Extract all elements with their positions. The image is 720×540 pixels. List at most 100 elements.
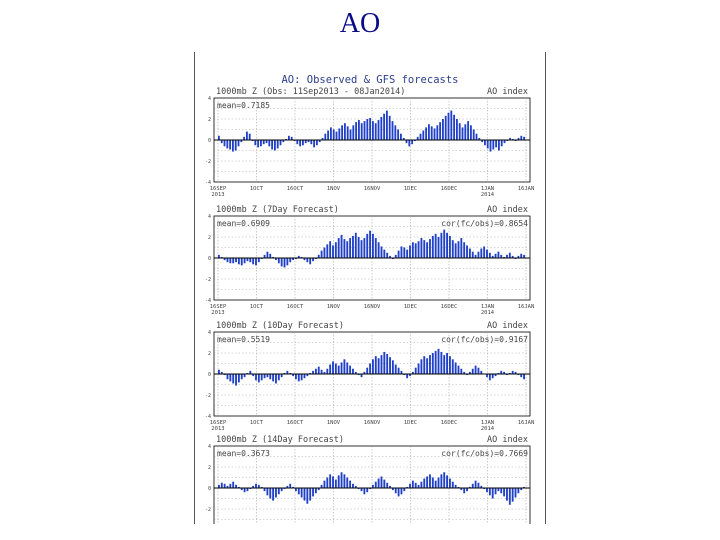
ao-bar	[329, 364, 332, 374]
ao-bar	[269, 253, 272, 258]
ao-bar	[403, 374, 406, 376]
figure-border-left	[194, 52, 195, 524]
ao-bar	[458, 123, 461, 140]
ao-bar	[248, 133, 251, 140]
ao-bar	[454, 484, 457, 488]
ao-bar	[257, 484, 260, 488]
ao-bar	[243, 488, 246, 493]
ao-bar	[486, 374, 488, 378]
ao-bar	[272, 256, 275, 258]
ao-bar	[275, 258, 277, 261]
y-tick-label: -2	[205, 159, 211, 165]
ao-bar	[369, 363, 372, 374]
ao-bar	[411, 480, 414, 488]
ao-bar	[439, 122, 442, 140]
y-tick-label: -2	[205, 277, 211, 283]
ao-bar	[460, 368, 463, 374]
ao-bar	[317, 254, 320, 258]
ao-bar	[437, 477, 440, 488]
ao-bar	[276, 140, 279, 149]
x-tick-label: 1DEC	[404, 420, 417, 426]
ao-bar	[252, 374, 255, 377]
ao-bar	[486, 140, 489, 149]
ao-bar	[246, 258, 249, 262]
panel-right-label: AO index	[487, 435, 528, 445]
ao-bar	[484, 140, 486, 146]
ao-bar	[300, 374, 303, 381]
ao-bar	[223, 258, 226, 261]
ao-bar	[372, 121, 374, 140]
ao-bar	[366, 233, 369, 258]
panel-right-label: AO index	[487, 87, 528, 97]
ao-bar	[406, 374, 409, 379]
ao-bar	[223, 483, 226, 488]
ao-bar	[457, 365, 460, 374]
ao-bar	[380, 476, 383, 488]
ao-bar	[506, 488, 508, 501]
ao-bar	[263, 374, 266, 379]
ao-bar	[428, 124, 430, 140]
ao-bar	[389, 255, 391, 258]
ao-bar	[366, 119, 369, 140]
ao-bar	[309, 258, 312, 265]
x-tick-label: 16NOV	[364, 420, 381, 426]
ao-bar	[466, 245, 468, 258]
ao-bar	[523, 254, 526, 258]
ao-bar	[218, 254, 220, 258]
panel-right-label: AO index	[487, 321, 528, 331]
ao-bar	[265, 140, 268, 144]
ao-bar	[488, 488, 491, 496]
ao-bar	[369, 488, 372, 490]
x-tick-label: 1OCT	[250, 186, 264, 192]
ao-bar	[377, 358, 380, 374]
x-tick-label: 1NOV	[327, 304, 341, 310]
ao-bar	[318, 140, 321, 143]
ao-bar	[468, 371, 471, 374]
ao-bar	[243, 374, 246, 378]
x-tick-label: 1JAN	[481, 186, 494, 192]
ao-bar	[334, 479, 337, 488]
ao-bar	[464, 124, 467, 140]
ao-bar	[229, 258, 232, 264]
ao-bar	[523, 486, 526, 488]
ao-bar	[295, 374, 297, 380]
x-tick-label: 16NOV	[364, 186, 381, 192]
ao-bar	[497, 488, 500, 492]
ao-bar	[306, 258, 309, 263]
ao-bar	[420, 238, 423, 258]
ao-bar	[380, 355, 383, 374]
ao-bar	[517, 374, 520, 376]
ao-bar	[223, 140, 226, 147]
ao-bar	[292, 486, 295, 488]
ao-bar	[386, 110, 388, 140]
ao-bar	[417, 484, 420, 488]
ao-bar	[309, 488, 312, 501]
ao-bar	[240, 140, 243, 143]
ao-bar	[383, 351, 386, 374]
ao-bar	[343, 359, 346, 374]
ao-bar	[235, 374, 237, 386]
ao-bar	[266, 374, 269, 378]
ao-bar	[220, 482, 223, 488]
ao-bar	[313, 140, 316, 148]
ao-bar	[237, 258, 240, 265]
ao-bar	[254, 140, 257, 146]
ao-bar	[274, 140, 276, 151]
ao-bar	[416, 136, 419, 140]
ao-bar	[320, 484, 323, 488]
ao-bar	[343, 239, 346, 258]
ao-bar	[285, 138, 288, 140]
ao-bar	[237, 486, 240, 488]
ao-bar	[335, 131, 338, 140]
ao-bar	[466, 374, 468, 376]
ao-bar	[436, 125, 439, 140]
ao-bar	[488, 374, 491, 381]
ao-bar	[226, 258, 229, 263]
ao-bar	[440, 232, 443, 258]
ao-bar	[417, 363, 420, 374]
ao-bar	[330, 127, 332, 140]
ao-bar	[355, 122, 358, 140]
ao-bar	[420, 359, 423, 374]
ao-bar	[391, 258, 394, 260]
ao-bar	[471, 251, 474, 258]
